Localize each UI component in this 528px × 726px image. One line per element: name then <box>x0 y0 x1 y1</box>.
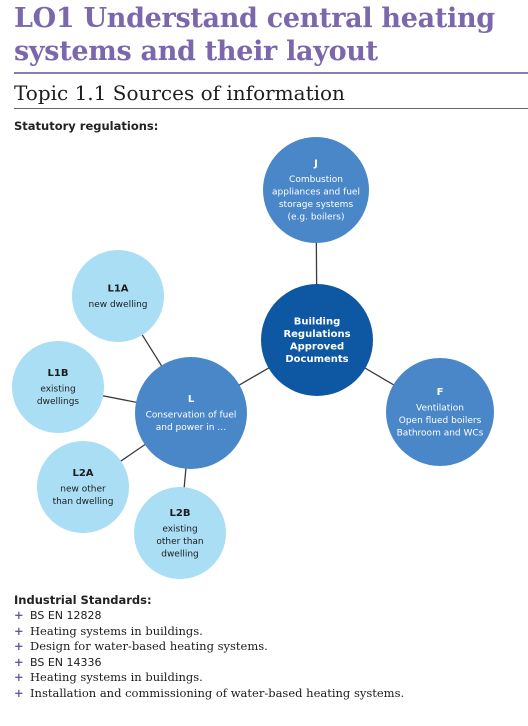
node-label: new dwelling <box>89 300 148 310</box>
node-label: and power in … <box>156 423 227 433</box>
standard-subitem: + Installation and commissioning of water… <box>14 686 524 702</box>
node-j: J Combustion appliances and fuel storage sy… <box>263 137 369 243</box>
node-circle <box>12 341 104 433</box>
statutory-label: Statutory regulations: <box>14 119 159 133</box>
node-label: Combustion <box>289 175 343 185</box>
standard-subitem: + Design for water-based heating systems. <box>14 639 524 655</box>
node-title: L2B <box>170 508 191 519</box>
node-circle <box>135 357 247 469</box>
standard-name: BS EN 12828 <box>30 609 102 622</box>
node-l: L Conservation of fuel and power in … <box>135 357 247 469</box>
node-label: than dwelling <box>53 497 114 507</box>
node-title: L1A <box>107 283 128 294</box>
standard-name: BS EN 14336 <box>30 655 102 669</box>
node-label: Approved <box>290 341 344 352</box>
plus-icon: + <box>14 685 24 700</box>
topic-heading: Topic 1.1 Sources of information <box>14 81 345 105</box>
node-l1b: L1B existing dwellings <box>12 341 104 433</box>
plus-icon: + <box>14 639 24 654</box>
node-label: Ventilation <box>416 403 464 413</box>
node-label: existing <box>40 385 75 395</box>
node-circle <box>263 137 369 243</box>
plus-icon: + <box>14 623 24 638</box>
node-label: appliances and fuel <box>272 188 360 198</box>
node-label: dwelling <box>161 549 199 559</box>
node-f: F Ventilation Open flued boilers Bathroom a… <box>386 358 494 466</box>
plus-icon: + <box>14 670 24 685</box>
node-circle <box>37 441 129 533</box>
page-title: LO1 Understand central heating systems a… <box>14 2 524 68</box>
standard-subitem-text: Design for water-based heating systems. <box>30 639 268 654</box>
node-label: Regulations <box>283 329 350 340</box>
node-label: new other <box>60 485 106 495</box>
industrial-label: Industrial Standards: <box>14 593 152 607</box>
node-label: existing <box>162 524 197 534</box>
title-line-2: systems and their layout <box>14 36 378 67</box>
regulations-diagram: Building Regulations Approved Documents J Com… <box>0 130 528 590</box>
standard-subitem-text: Heating systems in buildings. <box>30 670 203 685</box>
title-line-1: LO1 Understand central heating <box>14 3 495 34</box>
node-l1a: L1A new dwelling <box>72 250 164 342</box>
node-circle <box>134 487 226 579</box>
standard-item: + BS EN 12828 <box>14 608 524 624</box>
standards-list: + BS EN 12828 + Heating systems in buildin… <box>14 608 524 702</box>
topic-divider <box>14 108 528 109</box>
node-circle <box>261 284 373 396</box>
node-title: F <box>437 387 444 398</box>
node-label: Conservation of fuel <box>146 411 237 421</box>
node-label: Building <box>294 316 340 327</box>
node-l2b: L2B existing other than dwelling <box>134 487 226 579</box>
standard-subitem-text: Installation and commissioning of water-… <box>30 685 405 700</box>
standard-item: + BS EN 14336 <box>14 655 524 671</box>
node-label: dwellings <box>37 397 80 407</box>
node-l2a: L2A new other than dwelling <box>37 441 129 533</box>
node-title: L1B <box>48 368 69 379</box>
node-title: J <box>313 159 318 170</box>
node-circle <box>386 358 494 466</box>
node-circle <box>72 250 164 342</box>
node-label: Open flued boilers <box>399 416 482 426</box>
node-title: L <box>188 394 195 405</box>
node-label: Bathroom and WCs <box>397 428 484 438</box>
node-title: L2A <box>72 468 93 479</box>
node-label: storage systems <box>279 200 354 210</box>
standard-subitem-text: Heating systems in buildings. <box>30 623 203 638</box>
title-divider <box>14 72 528 74</box>
node-label: (e.g. boilers) <box>287 213 344 223</box>
standard-subitem: + Heating systems in buildings. <box>14 624 524 640</box>
standard-subitem: + Heating systems in buildings. <box>14 670 524 686</box>
node-label: other than <box>156 537 203 547</box>
plus-icon: + <box>14 654 24 669</box>
plus-icon: + <box>14 608 24 622</box>
node-label: Documents <box>285 354 348 365</box>
